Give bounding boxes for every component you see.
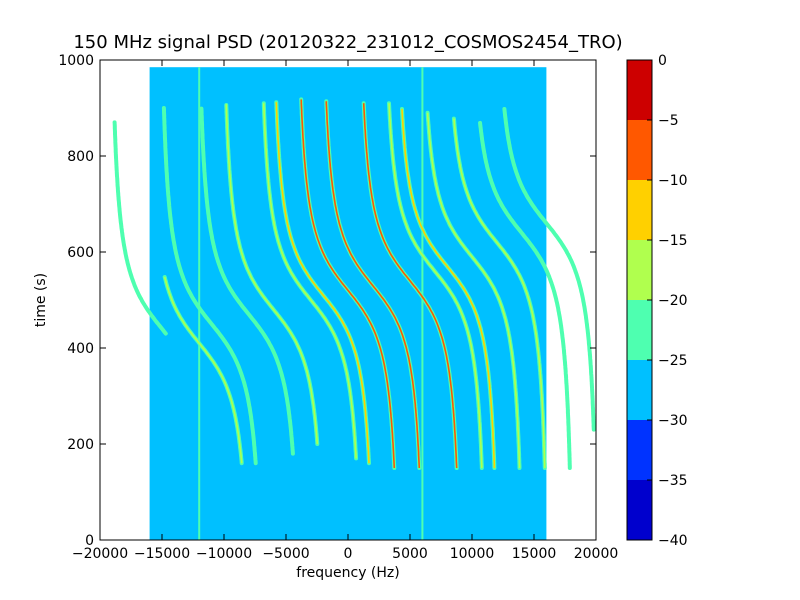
trace-core bbox=[113, 122, 167, 335]
doppler-trace-15 bbox=[502, 107, 596, 432]
trace-core bbox=[362, 103, 458, 469]
doppler-trace-0 bbox=[162, 275, 244, 466]
trace-core bbox=[200, 107, 294, 454]
y-tick-label: 0 bbox=[85, 533, 94, 549]
colorbar-tick-label: −25 bbox=[658, 353, 688, 369]
doppler-trace-5 bbox=[261, 101, 359, 461]
y-tick-label: 1000 bbox=[58, 53, 94, 69]
y-tick-label: 200 bbox=[67, 437, 94, 453]
x-axis: −20000 −15000 −10000 −5000 0 5000 10000 15000 20… bbox=[72, 60, 618, 562]
x-axis-label: frequency (Hz) bbox=[296, 565, 399, 581]
y-axis: 0 200 400 600 800 1000 bbox=[58, 53, 596, 549]
trace-core bbox=[300, 99, 396, 469]
doppler-trace-12 bbox=[425, 110, 522, 470]
doppler-trace-6 bbox=[274, 100, 371, 466]
trace-core bbox=[401, 108, 496, 469]
doppler-trace-1 bbox=[112, 120, 168, 336]
x-tick-label: 0 bbox=[344, 546, 353, 562]
colorbar-tick-label: −5 bbox=[658, 113, 679, 129]
colorbar-tick-label: −20 bbox=[658, 293, 688, 309]
x-tick-label: 15000 bbox=[512, 546, 557, 562]
x-tick-label: −20000 bbox=[72, 546, 128, 562]
trace-core bbox=[163, 276, 243, 464]
x-tick-label: 5000 bbox=[392, 546, 428, 562]
doppler-trace-10 bbox=[387, 101, 484, 470]
trace-core bbox=[453, 118, 546, 469]
doppler-trace-2 bbox=[161, 106, 258, 466]
trace-core bbox=[426, 112, 521, 468]
colorbar-band bbox=[627, 60, 652, 120]
colorbar-tick-label: −30 bbox=[658, 413, 688, 429]
trace-core bbox=[163, 107, 257, 464]
colorbar-tick-label: −35 bbox=[658, 473, 688, 489]
trace-core bbox=[263, 103, 357, 459]
y-axis-label: time (s) bbox=[33, 273, 49, 327]
trace-core bbox=[479, 122, 571, 468]
trace-core bbox=[225, 104, 319, 445]
colorbar-tick-label: −40 bbox=[658, 533, 688, 549]
chart-title: 150 MHz signal PSD (20120322_231012_COSM… bbox=[73, 32, 622, 53]
x-tick-label: 10000 bbox=[450, 546, 495, 562]
trace-core bbox=[503, 108, 595, 430]
colorbar: −40 −35 −30 −25 −20 −15 −10 −5 0 bbox=[626, 53, 688, 549]
colorbar-tick-label: 0 bbox=[658, 53, 667, 69]
colorbar-band bbox=[627, 300, 652, 360]
doppler-trace-7 bbox=[299, 97, 397, 470]
trace-core bbox=[275, 102, 370, 464]
doppler-trace-13 bbox=[451, 116, 547, 470]
trace-core bbox=[325, 101, 421, 469]
colorbar-tick-label: −10 bbox=[658, 173, 688, 189]
colorbar-band bbox=[627, 180, 652, 240]
colorbar-band bbox=[627, 360, 652, 420]
colorbar-band bbox=[627, 420, 652, 480]
doppler-trace-11 bbox=[400, 107, 497, 470]
colorbar-tick-label: −15 bbox=[658, 233, 688, 249]
plot-area bbox=[149, 67, 547, 540]
colorbar-band bbox=[627, 240, 652, 300]
colorbar-band bbox=[627, 480, 652, 540]
y-tick-label: 800 bbox=[67, 149, 94, 165]
doppler-trace-14 bbox=[478, 120, 572, 470]
x-tick-label: −10000 bbox=[196, 546, 252, 562]
psd-background bbox=[149, 67, 547, 540]
trace-layer bbox=[112, 97, 596, 470]
x-tick-label: 20000 bbox=[574, 546, 619, 562]
doppler-trace-3 bbox=[199, 106, 295, 456]
trace-core bbox=[388, 103, 483, 468]
x-tick-label: −5000 bbox=[262, 546, 309, 562]
colorbar-band bbox=[627, 120, 652, 180]
y-tick-label: 600 bbox=[67, 245, 94, 261]
doppler-trace-4 bbox=[224, 102, 320, 446]
y-tick-label: 400 bbox=[67, 341, 94, 357]
doppler-trace-9 bbox=[361, 101, 459, 470]
x-tick-label: −15000 bbox=[134, 546, 190, 562]
doppler-trace-8 bbox=[324, 99, 422, 470]
